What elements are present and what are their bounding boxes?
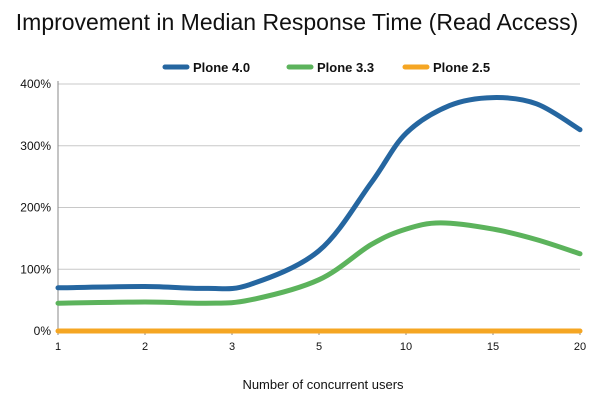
grid [57, 81, 580, 332]
y-tick-label: 0% [34, 324, 52, 338]
legend: Plone 4.0 Plone 3.3 Plone 2.5 [162, 60, 490, 75]
x-tick-label: 5 [316, 341, 322, 353]
x-tick-label: 20 [574, 341, 586, 353]
x-tick-label: 1 [55, 341, 61, 353]
series-line-plone-4-0 [55, 95, 583, 292]
chart-title: Improvement in Median Response Time (Rea… [16, 9, 578, 35]
x-tick-label: 3 [229, 341, 235, 353]
series-group [55, 95, 583, 334]
x-axis: 1 2 3 5 10 15 20 [55, 331, 586, 353]
y-tick-label: 400% [20, 77, 51, 91]
y-tick-label: 300% [20, 139, 51, 153]
x-tick-label: 10 [400, 341, 412, 353]
legend-label: Plone 3.3 [317, 60, 374, 75]
series-line-plone-3-3 [55, 220, 583, 306]
legend-label: Plone 2.5 [433, 60, 490, 75]
x-tick-label: 2 [142, 341, 148, 353]
legend-label: Plone 4.0 [193, 60, 250, 75]
y-tick-label: 200% [20, 201, 51, 215]
y-tick-label: 100% [20, 262, 51, 276]
x-axis-label: Number of concurrent users [242, 377, 404, 392]
y-axis: 0% 100% 200% 300% 400% [20, 77, 51, 338]
x-tick-label: 15 [487, 341, 499, 353]
